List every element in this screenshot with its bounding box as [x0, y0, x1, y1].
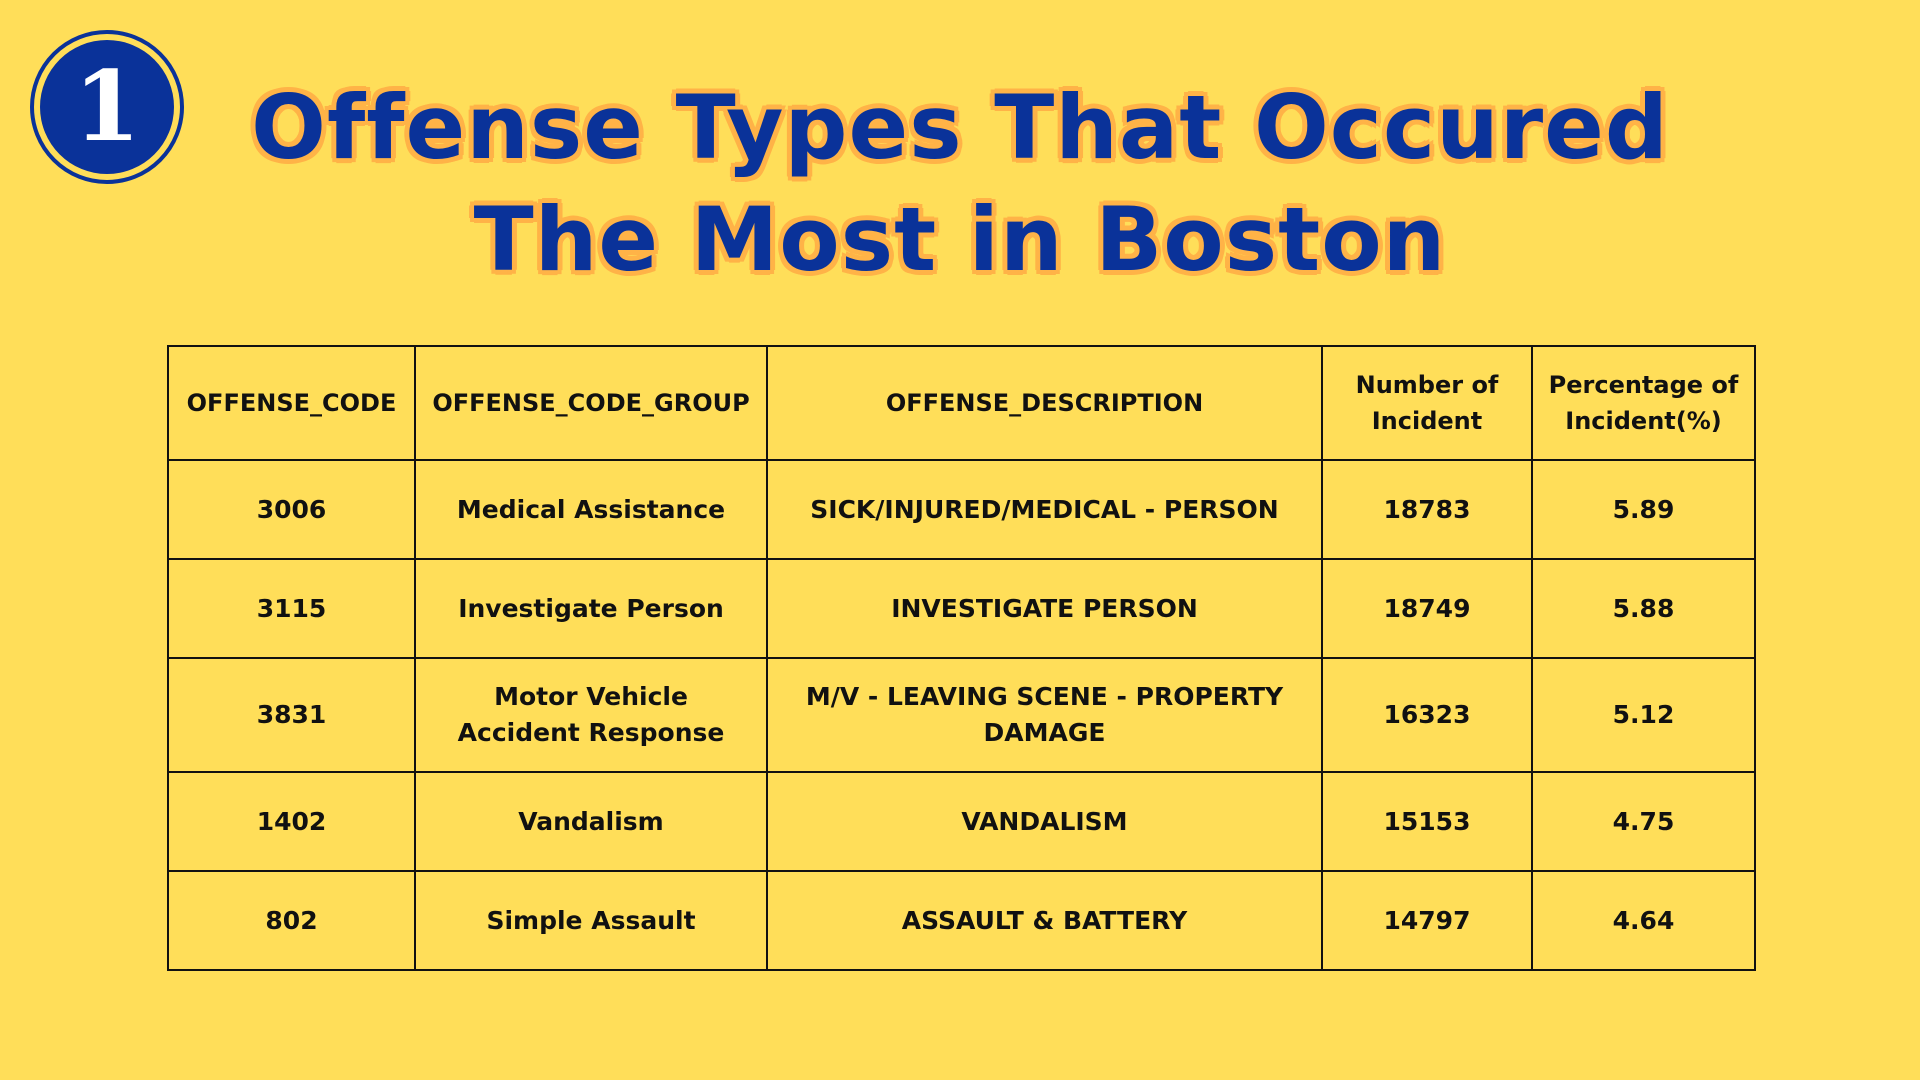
table-row: 3115 Investigate Person INVESTIGATE PERS… — [167, 558, 1756, 659]
cell-offense-code: 3006 — [167, 459, 416, 560]
header-number-of-incident: Number of Incident — [1321, 345, 1533, 461]
header-offense-code: OFFENSE_CODE — [167, 345, 416, 461]
number-badge: 1 — [30, 30, 184, 184]
cell-offense-description: ASSAULT & BATTERY — [766, 870, 1323, 971]
cell-number-of-incident: 18749 — [1321, 558, 1533, 659]
cell-number-of-incident: 16323 — [1321, 657, 1533, 773]
cell-offense-code: 802 — [167, 870, 416, 971]
table-row: 3006 Medical Assistance SICK/INJURED/MED… — [167, 459, 1756, 560]
cell-offense-code: 3831 — [167, 657, 416, 773]
cell-percentage-of-incident: 5.88 — [1531, 558, 1756, 659]
page-title-line-1: Offense Types That Occured — [251, 76, 1669, 179]
table-row: 3831 Motor Vehicle Accident Response M/V… — [167, 657, 1756, 773]
cell-offense-code-group: Motor Vehicle Accident Response — [414, 657, 768, 773]
cell-offense-code-group: Vandalism — [414, 771, 768, 872]
number-badge-digit: 1 — [40, 40, 174, 174]
cell-number-of-incident: 15153 — [1321, 771, 1533, 872]
cell-number-of-incident: 14797 — [1321, 870, 1533, 971]
table-row: 1402 Vandalism VANDALISM 15153 4.75 — [167, 771, 1756, 872]
cell-offense-code-group: Medical Assistance — [414, 459, 768, 560]
table-header-row: OFFENSE_CODE OFFENSE_CODE_GROUP OFFENSE_… — [167, 345, 1756, 461]
cell-offense-code-group: Simple Assault — [414, 870, 768, 971]
cell-offense-code: 3115 — [167, 558, 416, 659]
cell-percentage-of-incident: 5.89 — [1531, 459, 1756, 560]
cell-percentage-of-incident: 4.75 — [1531, 771, 1756, 872]
page-title-line-2: The Most in Boston — [473, 188, 1447, 291]
cell-offense-code-group: Investigate Person — [414, 558, 768, 659]
cell-offense-description: INVESTIGATE PERSON — [766, 558, 1323, 659]
header-percentage-of-incident: Percentage of Incident(%) — [1531, 345, 1756, 461]
header-offense-code-group: OFFENSE_CODE_GROUP — [414, 345, 768, 461]
cell-percentage-of-incident: 5.12 — [1531, 657, 1756, 773]
cell-offense-description: SICK/INJURED/MEDICAL - PERSON — [766, 459, 1323, 560]
cell-offense-code: 1402 — [167, 771, 416, 872]
cell-percentage-of-incident: 4.64 — [1531, 870, 1756, 971]
table-row: 802 Simple Assault ASSAULT & BATTERY 147… — [167, 870, 1756, 971]
cell-offense-description: M/V - LEAVING SCENE - PROPERTY DAMAGE — [766, 657, 1323, 773]
cell-offense-description: VANDALISM — [766, 771, 1323, 872]
cell-number-of-incident: 18783 — [1321, 459, 1533, 560]
page-title: Offense Types That Occured The Most in B… — [160, 72, 1760, 296]
offense-table: OFFENSE_CODE OFFENSE_CODE_GROUP OFFENSE_… — [167, 345, 1756, 971]
header-offense-description: OFFENSE_DESCRIPTION — [766, 345, 1323, 461]
